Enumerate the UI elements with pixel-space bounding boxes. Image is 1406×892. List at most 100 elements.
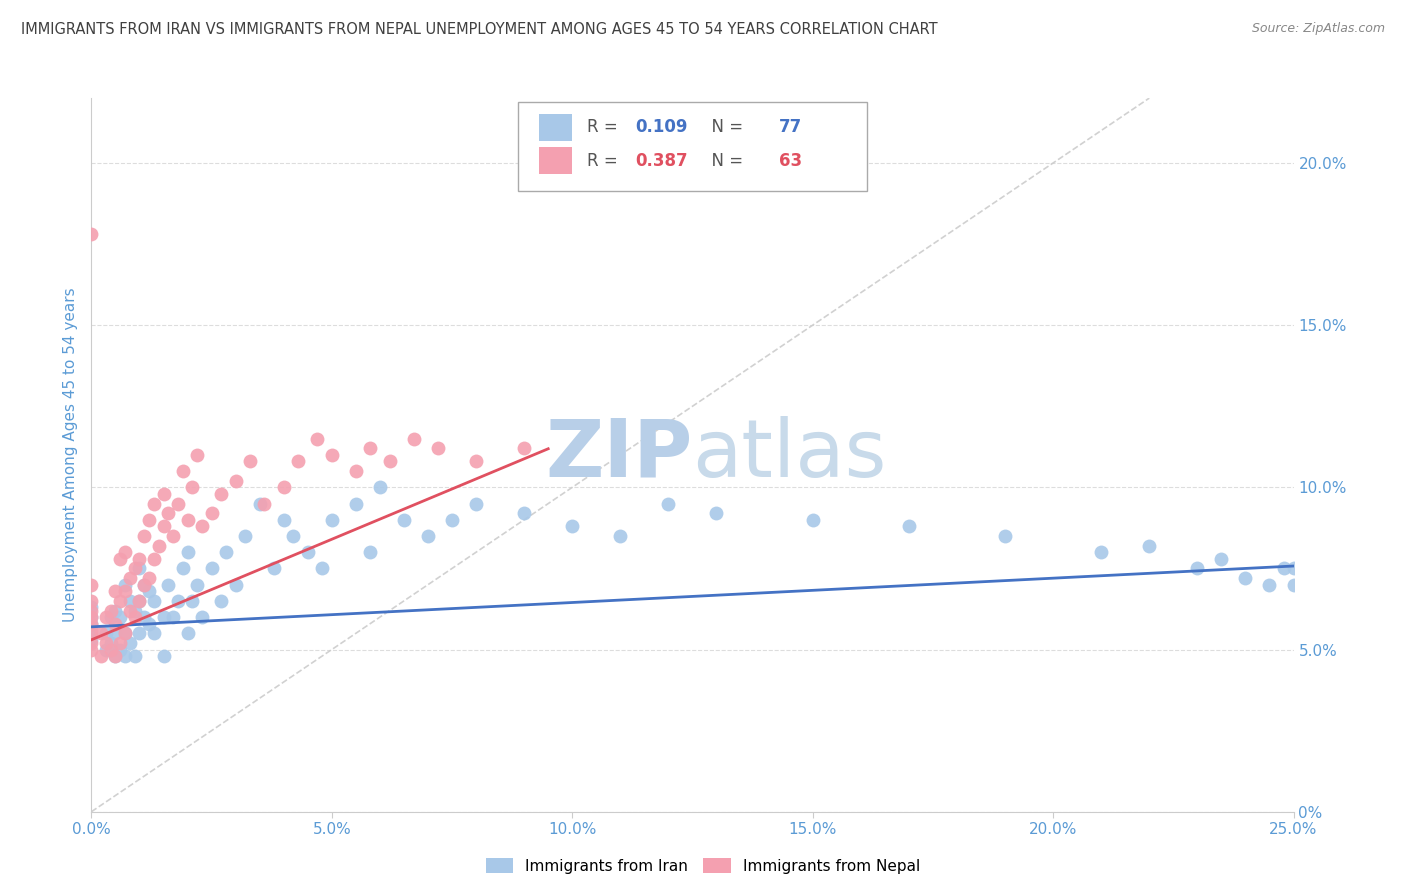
Point <box>100 642 122 657</box>
Point <box>110 610 132 624</box>
Point <box>273 513 295 527</box>
Point <box>311 561 333 575</box>
Point <box>110 594 132 608</box>
Point <box>994 529 1017 543</box>
Point <box>128 594 150 608</box>
Point <box>297 545 319 559</box>
Point <box>128 626 150 640</box>
Point <box>378 454 401 468</box>
Text: atlas: atlas <box>692 416 887 494</box>
Point <box>657 497 679 511</box>
Point <box>201 561 224 575</box>
Point <box>283 529 305 543</box>
Point <box>148 539 170 553</box>
Point <box>513 506 536 520</box>
Point <box>465 497 488 511</box>
Point <box>167 497 190 511</box>
Point <box>1211 551 1233 566</box>
Point <box>118 636 141 650</box>
Point <box>426 442 449 456</box>
Point <box>142 626 165 640</box>
Point <box>1090 545 1112 559</box>
Point <box>561 519 583 533</box>
Point <box>1272 561 1295 575</box>
Point <box>209 487 232 501</box>
Point <box>897 519 920 533</box>
Point <box>465 454 488 468</box>
Point <box>114 577 136 591</box>
Point <box>239 454 262 468</box>
Point <box>152 610 174 624</box>
Point <box>118 594 141 608</box>
Point <box>191 519 214 533</box>
Point <box>80 632 103 647</box>
Point <box>359 442 381 456</box>
Point <box>114 584 136 599</box>
Point <box>80 626 103 640</box>
Point <box>368 480 391 494</box>
Point <box>114 626 136 640</box>
Point <box>80 594 103 608</box>
Text: 0.387: 0.387 <box>634 152 688 169</box>
Point <box>186 448 208 462</box>
Point <box>80 610 103 624</box>
Point <box>1234 571 1257 585</box>
Point <box>94 610 117 624</box>
Point <box>273 480 295 494</box>
Point <box>209 594 232 608</box>
Point <box>80 227 103 242</box>
Point <box>706 506 728 520</box>
Point <box>100 610 122 624</box>
Text: N =: N = <box>700 119 748 136</box>
Point <box>344 464 367 478</box>
Point <box>176 545 198 559</box>
Point <box>134 577 156 591</box>
Point <box>167 594 190 608</box>
Point <box>225 577 247 591</box>
Point <box>392 513 415 527</box>
Point <box>134 610 156 624</box>
Point <box>162 529 184 543</box>
Point <box>128 561 150 575</box>
Point <box>359 545 381 559</box>
Point <box>162 610 184 624</box>
Point <box>344 497 367 511</box>
Text: 77: 77 <box>779 119 803 136</box>
Point <box>94 636 117 650</box>
Point <box>114 545 136 559</box>
Point <box>134 577 156 591</box>
Point <box>253 497 276 511</box>
Point <box>215 545 238 559</box>
Point <box>1137 539 1160 553</box>
Point <box>1187 561 1209 575</box>
Point <box>94 626 117 640</box>
FancyBboxPatch shape <box>519 102 866 191</box>
Point <box>128 594 150 608</box>
Point <box>80 600 103 615</box>
Point <box>402 432 425 446</box>
Point <box>321 448 343 462</box>
Point <box>307 432 329 446</box>
Legend: Immigrants from Iran, Immigrants from Nepal: Immigrants from Iran, Immigrants from Ne… <box>479 852 927 880</box>
Point <box>321 513 343 527</box>
Point <box>157 577 180 591</box>
Point <box>416 529 439 543</box>
Point <box>124 561 146 575</box>
Point <box>186 577 208 591</box>
Point <box>138 571 160 585</box>
Point <box>80 610 103 624</box>
Point <box>114 626 136 640</box>
Point <box>157 506 180 520</box>
Point <box>181 594 204 608</box>
Point <box>287 454 309 468</box>
Point <box>80 577 103 591</box>
Point <box>80 636 103 650</box>
Text: N =: N = <box>700 152 748 169</box>
Point <box>90 648 112 663</box>
Point <box>263 561 285 575</box>
Text: IMMIGRANTS FROM IRAN VS IMMIGRANTS FROM NEPAL UNEMPLOYMENT AMONG AGES 45 TO 54 Y: IMMIGRANTS FROM IRAN VS IMMIGRANTS FROM … <box>21 22 938 37</box>
Point <box>80 616 103 631</box>
Point <box>176 513 198 527</box>
Point <box>172 561 194 575</box>
Text: Source: ZipAtlas.com: Source: ZipAtlas.com <box>1251 22 1385 36</box>
